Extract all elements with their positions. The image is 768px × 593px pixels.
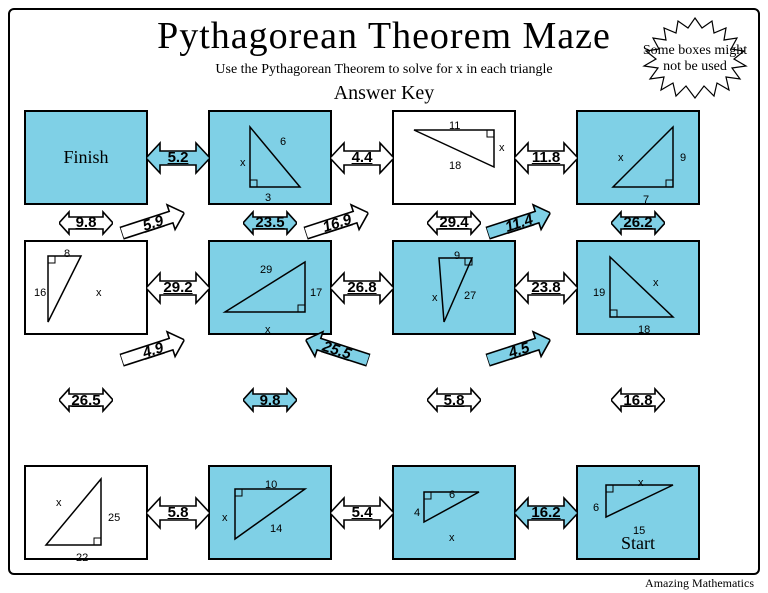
- maze-cell-r2c0: x2522: [24, 465, 148, 560]
- h-arrow: 5.4: [330, 494, 394, 532]
- arrow-value: 5.4: [352, 504, 373, 521]
- v-arrow: 16.8: [611, 383, 665, 417]
- diag-arrow: 25.5: [301, 326, 373, 375]
- tri-label: 25: [108, 512, 120, 524]
- tri-label: x: [449, 532, 455, 544]
- maze-cell-r0c3: 9 7 x: [576, 110, 700, 205]
- tri-label: 18: [638, 324, 650, 336]
- maze-cell-r1c0: 8 16 x: [24, 240, 148, 335]
- maze-cell-r0c1: 6 3 x: [208, 110, 332, 205]
- tri-label: 22: [76, 552, 88, 564]
- tri-label: 9: [454, 250, 460, 262]
- tri-label: 4: [414, 507, 420, 519]
- triangle-icon: [26, 467, 150, 562]
- maze-cell-r2c3: x615Start: [576, 465, 700, 560]
- arrow-value: 23.8: [531, 279, 560, 296]
- arrow-value: 5.8: [168, 504, 189, 521]
- h-arrow: 29.2: [146, 269, 210, 307]
- tri-label: x: [432, 292, 438, 304]
- tri-label: 10: [265, 479, 277, 491]
- arrow-value: 5.8: [444, 392, 465, 409]
- tri-label: 7: [643, 194, 649, 206]
- tri-label: 6: [280, 136, 286, 148]
- tri-label: 29: [260, 264, 272, 276]
- tri-label: x: [618, 152, 624, 164]
- tri-label: 17: [310, 287, 322, 299]
- arrow-value: 16.2: [531, 504, 560, 521]
- tri-label: x: [240, 157, 246, 169]
- tri-label: 27: [464, 290, 476, 302]
- arrow-value: 9.8: [260, 392, 281, 409]
- tri-label: 19: [593, 287, 605, 299]
- credits: Amazing Mathematics: [645, 576, 754, 591]
- arrow-value: 26.2: [623, 214, 652, 231]
- tri-label: 18: [449, 160, 461, 172]
- v-arrow: 9.8: [59, 206, 113, 240]
- arrow-value: 23.5: [255, 214, 284, 231]
- tri-label: x: [265, 324, 271, 336]
- maze-grid: Finish 6 3 x 11 18 x 9 7 x 8 16 x 29 x 17 9 27 x: [24, 110, 744, 563]
- arrow-value: 26.5: [71, 392, 100, 409]
- maze-cell-r0c0: Finish: [24, 110, 148, 205]
- v-arrow: 29.4: [427, 206, 481, 240]
- tri-label: 8: [64, 248, 70, 260]
- h-arrow: 23.8: [514, 269, 578, 307]
- h-arrow: 16.2: [514, 494, 578, 532]
- h-arrow: 5.2: [146, 139, 210, 177]
- arrow-value: 16.8: [623, 392, 652, 409]
- maze-cell-r1c1: 29 x 17: [208, 240, 332, 335]
- cell-text: Finish: [63, 147, 108, 168]
- diag-arrow: 5.9: [117, 199, 189, 248]
- starburst-text: Some boxes might not be used: [640, 43, 750, 74]
- arrow-value: 26.8: [347, 279, 376, 296]
- arrow-value: 29.4: [439, 214, 468, 231]
- arrow-value: 9.8: [76, 214, 97, 231]
- tri-label: x: [56, 497, 62, 509]
- starburst-callout: Some boxes might not be used: [640, 16, 750, 101]
- maze-cell-r1c2: 9 27 x: [392, 240, 516, 335]
- v-arrow: 23.5: [243, 206, 297, 240]
- maze-cell-r0c2: 11 18 x: [392, 110, 516, 205]
- tri-label: x: [653, 277, 659, 289]
- h-arrow: 4.4: [330, 139, 394, 177]
- tri-label: 16: [34, 287, 46, 299]
- tri-label: 6: [593, 502, 599, 514]
- tri-label: x: [638, 477, 644, 489]
- h-arrow: 11.8: [514, 139, 578, 177]
- maze-cell-r2c2: 4 6 x: [392, 465, 516, 560]
- h-arrow: 26.8: [330, 269, 394, 307]
- triangle-icon: [210, 112, 334, 207]
- arrow-value: 4.4: [352, 149, 373, 166]
- v-arrow: 26.2: [611, 206, 665, 240]
- v-arrow: 26.5: [59, 383, 113, 417]
- tri-label: x: [222, 512, 228, 524]
- tri-label: 6: [449, 489, 455, 501]
- h-arrow: 5.8: [146, 494, 210, 532]
- maze-cell-r1c3: 19 x 18: [576, 240, 700, 335]
- v-arrow: 9.8: [243, 383, 297, 417]
- tri-label: 3: [265, 192, 271, 204]
- v-arrow: 5.8: [427, 383, 481, 417]
- start-label: Start: [578, 533, 698, 554]
- arrow-value: 5.2: [168, 149, 189, 166]
- tri-label: 11: [449, 120, 460, 132]
- arrow-value: 11.8: [532, 149, 560, 166]
- tri-label: 14: [270, 523, 282, 535]
- tri-label: 9: [680, 152, 686, 164]
- tri-label: x: [96, 287, 102, 299]
- arrow-value: 29.2: [163, 279, 192, 296]
- triangle-icon: [394, 467, 518, 562]
- tri-label: x: [499, 142, 505, 154]
- maze-cell-r2c1: 10 14 x: [208, 465, 332, 560]
